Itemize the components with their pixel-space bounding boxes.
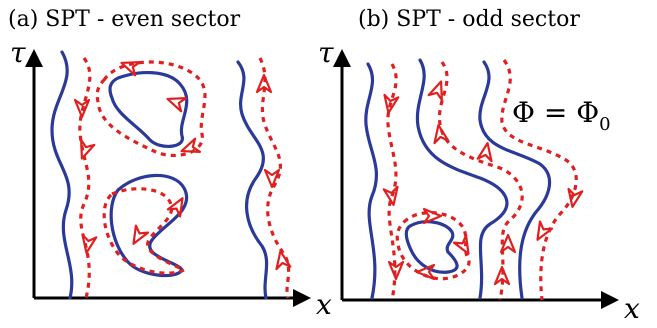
panel-a-worldline-right	[236, 60, 269, 300]
panel-b-dual-1	[386, 63, 398, 301]
panel-a: τ x	[10, 36, 332, 321]
panel-b-flux-annotation: Φ = Φ0	[512, 96, 611, 135]
panel-a-dual-right	[258, 57, 291, 299]
panel-a-x-label: x	[316, 288, 332, 321]
panel-b-worldline-1	[364, 62, 378, 300]
panel-b-arrow-2	[382, 185, 402, 208]
panel-a-arrow-9	[263, 168, 281, 189]
panel-b-dual-loop	[395, 211, 471, 281]
panel-b-title: (b) SPT - odd sector	[358, 7, 580, 32]
panel-b-arrow-10	[476, 140, 496, 163]
panel-b-worldline-2	[415, 58, 509, 300]
panel-b-arrow-5	[430, 122, 450, 145]
panel-a-worldline-left	[50, 50, 74, 300]
panel-a-dual-loop-bottom	[102, 187, 186, 275]
panel-b-dual-2	[437, 61, 524, 301]
panel-a-arrow-3	[78, 233, 98, 256]
panel-a-title: (a) SPT - even sector	[8, 7, 241, 32]
panel-a-loop-top	[108, 71, 189, 148]
panel-a-tau-label: τ	[10, 36, 26, 69]
panel-a-arrow-8	[126, 224, 150, 249]
panel-b-dual-3	[500, 59, 578, 301]
flux-annotation-sub: 0	[599, 114, 610, 135]
panel-b-x-label: x	[624, 292, 640, 325]
panel-b-loop	[404, 220, 459, 274]
flux-annotation-main: Φ = Φ	[512, 96, 599, 129]
panel-b-tau-label: τ	[318, 36, 334, 69]
panel-b-arrow-4	[427, 78, 449, 102]
panel-a-dual-left	[78, 57, 92, 299]
panel-a-arrow-5	[164, 91, 188, 113]
panel-b-worldline-3	[478, 60, 552, 300]
panel-b-arrow-12	[452, 234, 476, 259]
panel-b: τ x Φ = Φ0	[318, 36, 640, 325]
